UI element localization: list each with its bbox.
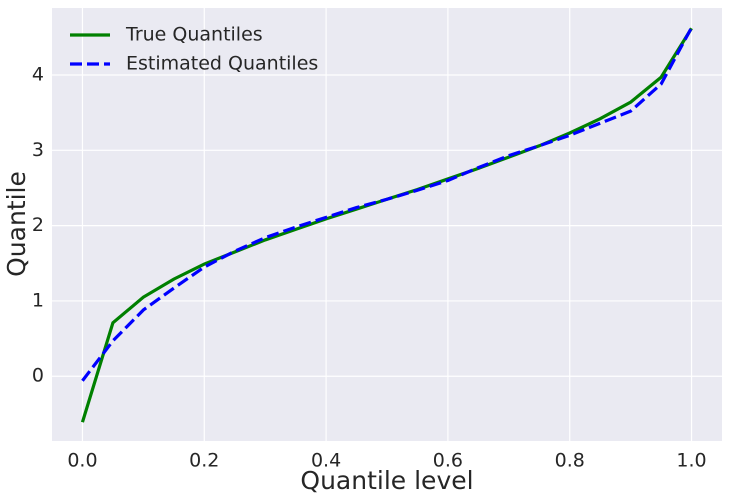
legend-label: Estimated Quantiles bbox=[126, 53, 318, 75]
y-tick-label: 3 bbox=[32, 139, 44, 161]
x-tick-label: 0.8 bbox=[555, 450, 585, 472]
y-tick-label: 1 bbox=[32, 289, 44, 311]
y-tick-label: 0 bbox=[32, 365, 44, 387]
x-tick-label: 0.0 bbox=[67, 450, 97, 472]
x-tick-label: 0.6 bbox=[433, 450, 463, 472]
y-axis-label: Quantile bbox=[2, 171, 31, 277]
x-tick-label: 0.2 bbox=[189, 450, 219, 472]
y-tick-label: 2 bbox=[32, 214, 44, 236]
plot-area bbox=[52, 8, 722, 441]
x-tick-label: 0.4 bbox=[311, 450, 341, 472]
lines bbox=[80, 26, 693, 423]
grid bbox=[52, 8, 722, 441]
series-line bbox=[81, 26, 693, 382]
legend-label: True Quantiles bbox=[125, 24, 263, 46]
y-tick-label: 4 bbox=[32, 64, 44, 86]
x-tick-label: 1.0 bbox=[676, 450, 706, 472]
x-axis-label: Quantile level bbox=[300, 466, 473, 495]
